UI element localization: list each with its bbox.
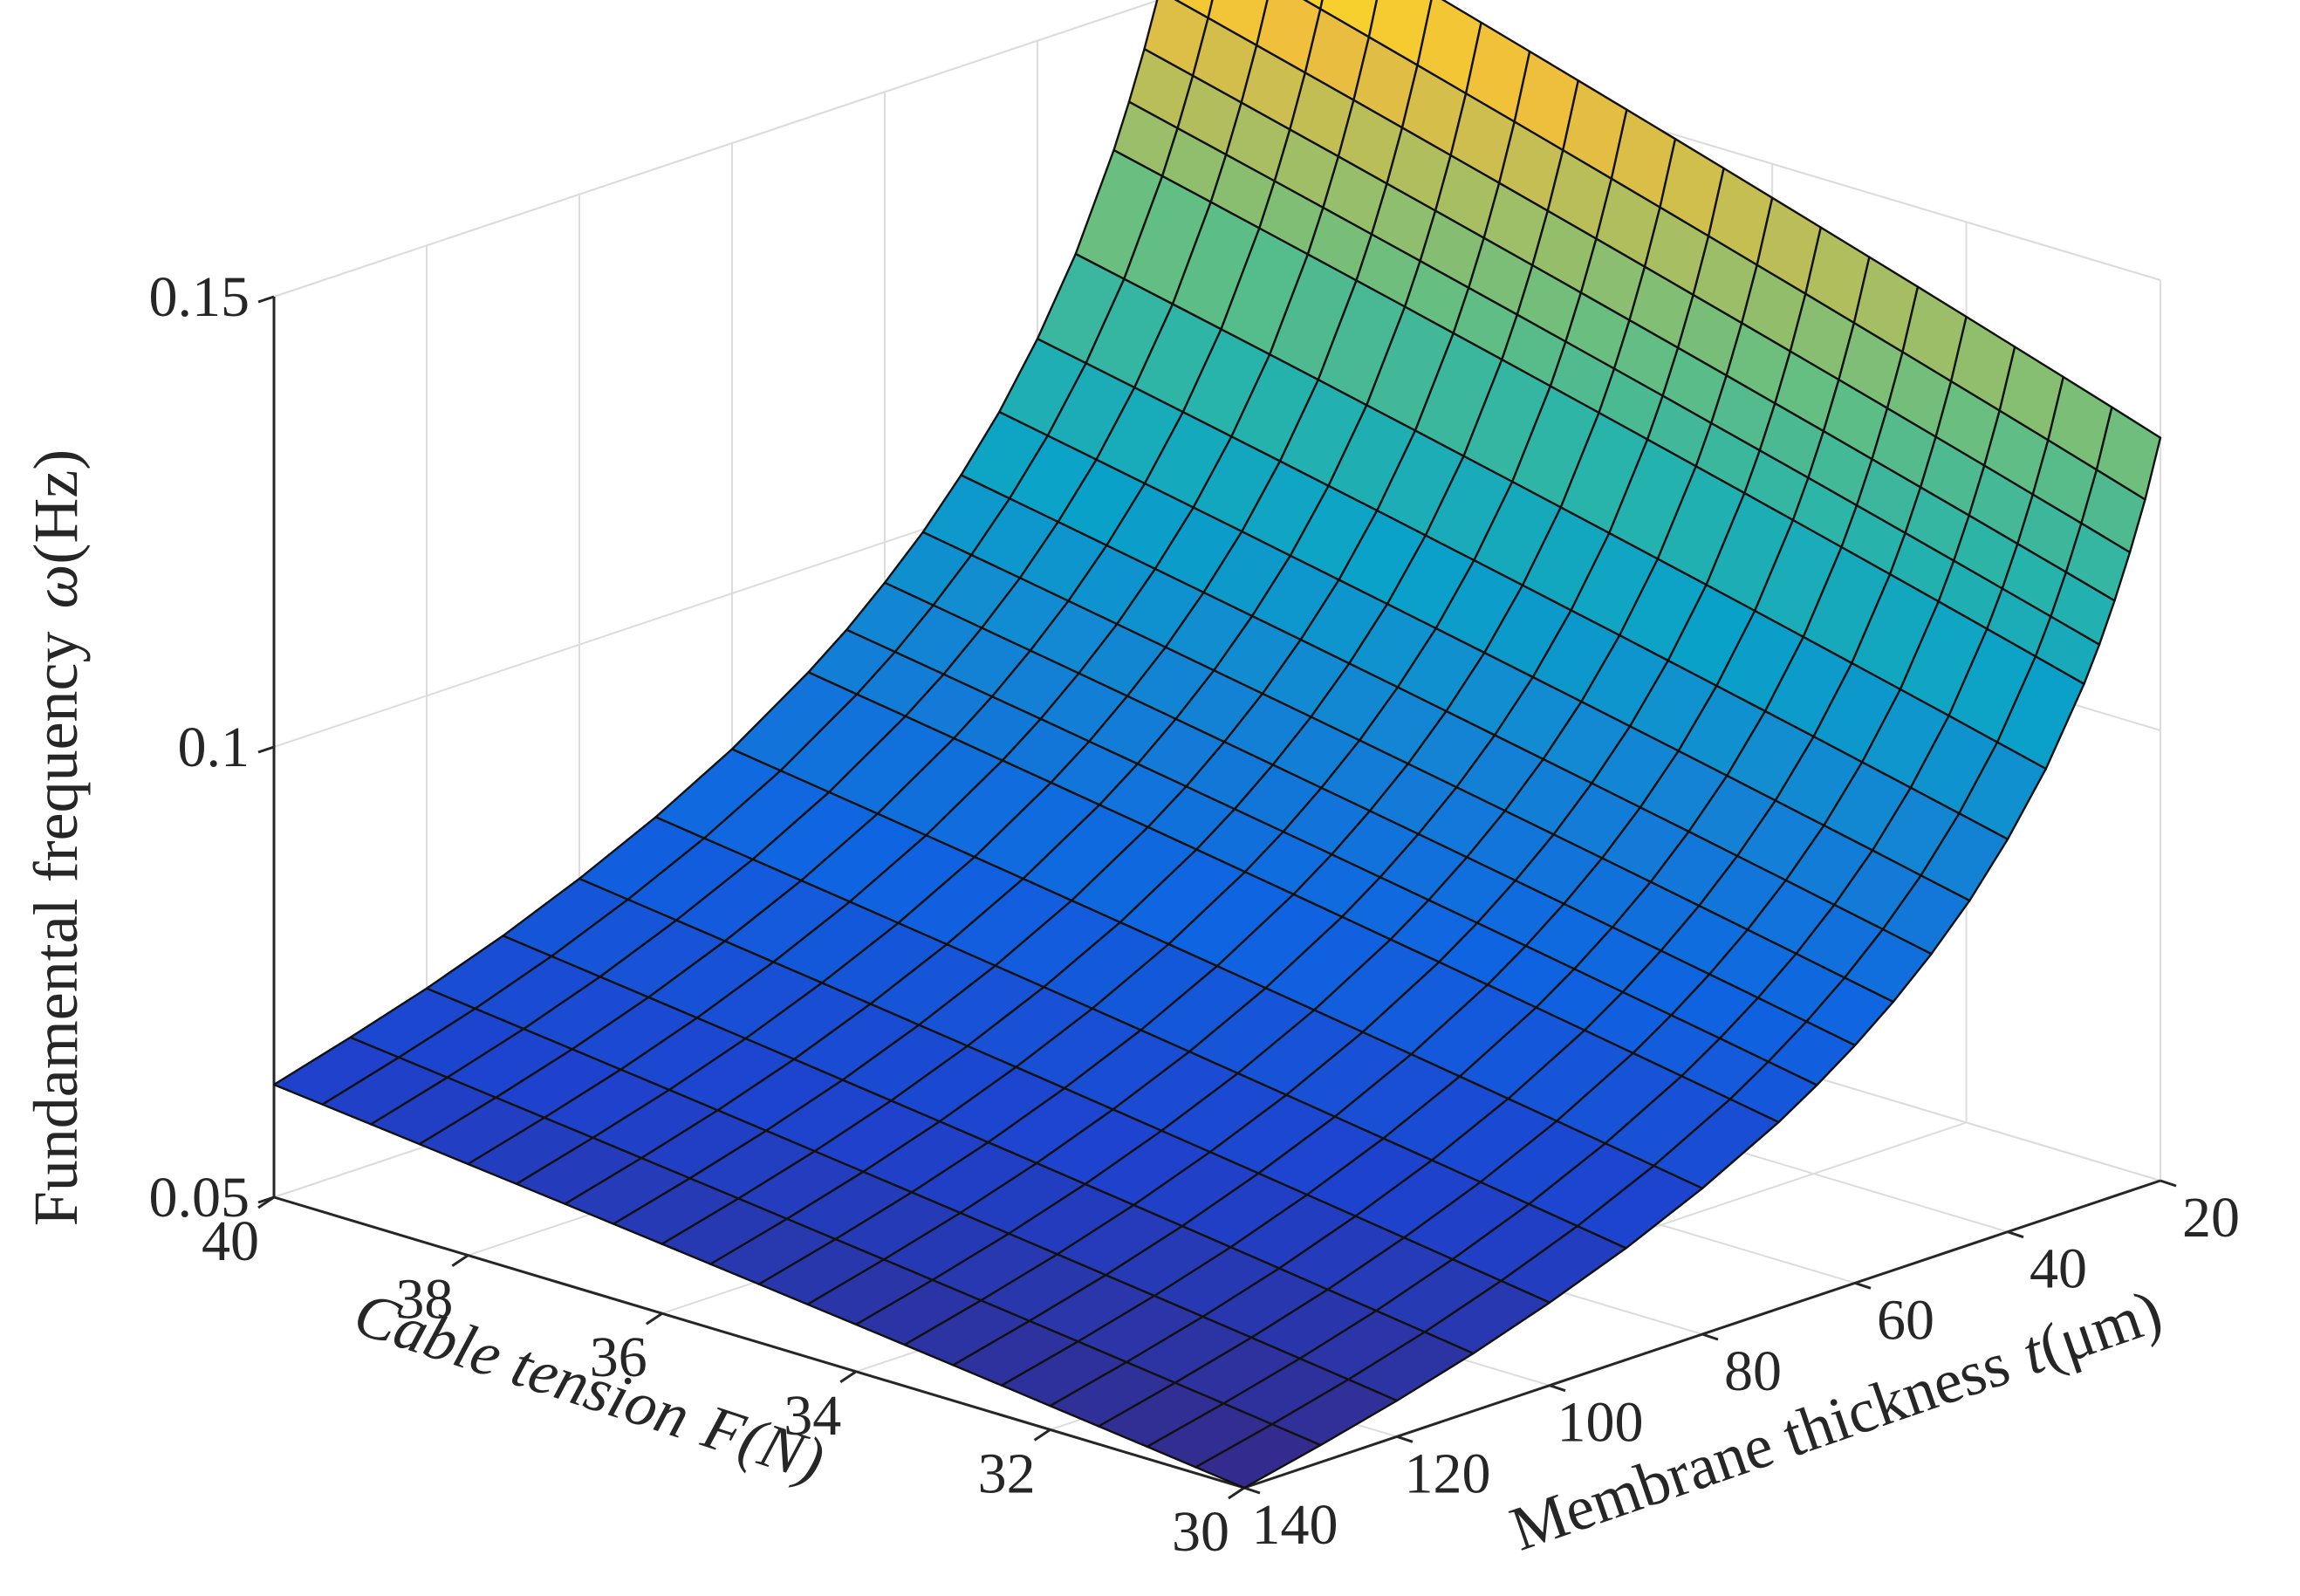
y-tick-label: 20 — [2182, 1186, 2240, 1250]
y-tick-mark — [1396, 1435, 1414, 1443]
y-tick-label: 80 — [1724, 1339, 1782, 1403]
x-axis-label: Cable tensionF(N) — [346, 1278, 832, 1496]
surface-patch — [1194, 1422, 1322, 1490]
y-tick-mark — [1549, 1384, 1566, 1393]
x-tick-label: 36 — [590, 1325, 647, 1389]
x-axis-line — [273, 1195, 1245, 1490]
x-tick-label: 34 — [784, 1384, 841, 1448]
x-tick-mark — [257, 1195, 275, 1209]
y-tick-label: 120 — [1405, 1442, 1491, 1505]
x-tick-label: 30 — [1172, 1500, 1229, 1564]
y-tick-mark — [1243, 1486, 1261, 1495]
y-tick-mark — [2160, 1179, 2177, 1188]
y-tick-label: 40 — [2030, 1237, 2087, 1301]
z-tick-mark — [257, 745, 275, 754]
z-tick-label: 0.1 — [178, 716, 250, 779]
wall-grid-line — [273, 0, 1162, 298]
x-tick-mark — [839, 1370, 858, 1384]
x-tick-label: 40 — [202, 1209, 259, 1273]
x-tick-mark — [1228, 1486, 1245, 1500]
z-tick-label: 0.05 — [149, 1166, 250, 1230]
y-tick-mark — [2007, 1230, 2024, 1239]
z-tick-label: 0.15 — [149, 265, 250, 329]
x-tick-label: 32 — [978, 1442, 1036, 1505]
axes — [257, 295, 2177, 1500]
z-axis-label: Fundamental frequencyω(Hz) — [21, 449, 91, 1227]
x-tick-mark — [451, 1254, 469, 1267]
tick-labels: 0.05 0.1 0.15 30 32 34 36 38 40 20 40 60 80 100 120 140 — [149, 265, 2241, 1564]
y-tick-mark — [1854, 1281, 1872, 1290]
x-tick-mark — [1033, 1428, 1051, 1442]
y-tick-mark — [1701, 1332, 1719, 1341]
x-tick-mark — [645, 1312, 663, 1325]
z-tick-mark — [257, 295, 275, 304]
y-tick-label: 140 — [1252, 1493, 1338, 1557]
y-tick-label: 60 — [1877, 1288, 1934, 1352]
surface-mesh — [272, 0, 2162, 1490]
y-tick-label: 100 — [1557, 1391, 1644, 1455]
x-tick-label: 38 — [395, 1268, 453, 1332]
